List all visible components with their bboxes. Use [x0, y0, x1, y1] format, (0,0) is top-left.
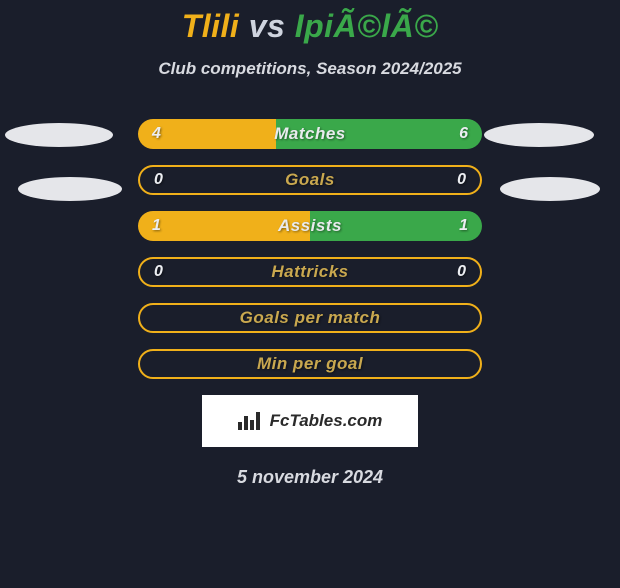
team-logo-placeholder [18, 177, 122, 201]
player-left-name: Tlili [182, 8, 240, 44]
team-logo-placeholder [484, 123, 594, 147]
source-badge-text: FcTables.com [270, 411, 383, 431]
stat-row: Matches4 6 [138, 119, 482, 149]
stat-value-right: 6 [459, 119, 468, 149]
vs-connector: vs [249, 8, 286, 44]
stat-label: Goals [140, 167, 480, 193]
team-logo-placeholder [5, 123, 113, 147]
stat-row: Goals per match [138, 303, 482, 333]
stat-label: Min per goal [140, 351, 480, 377]
stat-label: Matches [138, 119, 482, 149]
stat-value-left: 0 [154, 167, 163, 193]
stats-chart: Matches46Goals00Assists11Hattricks00Goal… [0, 119, 620, 379]
team-logo-placeholder [500, 177, 600, 201]
player-right-name: IpiÃ©lÃ© [295, 8, 439, 44]
stat-label: Assists [138, 211, 482, 241]
stat-value-left: 0 [154, 259, 163, 285]
stat-bars: Matches46Goals00Assists11Hattricks00Goal… [138, 119, 482, 379]
stat-value-left: 4 [152, 119, 161, 149]
stat-row: Hattricks0 0 [138, 257, 482, 287]
stat-label: Goals per match [140, 305, 480, 331]
stat-value-right: 1 [459, 211, 468, 241]
season-subtitle: Club competitions, Season 2024/2025 [0, 59, 620, 79]
stat-row: Goals0 0 [138, 165, 482, 195]
stat-value-left: 1 [152, 211, 161, 241]
stat-value-right: 0 [457, 167, 466, 193]
stat-row: Assists1 1 [138, 211, 482, 241]
stat-value-right: 0 [457, 259, 466, 285]
comparison-title: Tlili vs IpiÃ©lÃ© [0, 8, 620, 45]
source-badge: FcTables.com [202, 395, 418, 447]
snapshot-date: 5 november 2024 [0, 467, 620, 488]
stat-row: Min per goal [138, 349, 482, 379]
stat-label: Hattricks [140, 259, 480, 285]
fctables-logo-icon [238, 410, 264, 432]
